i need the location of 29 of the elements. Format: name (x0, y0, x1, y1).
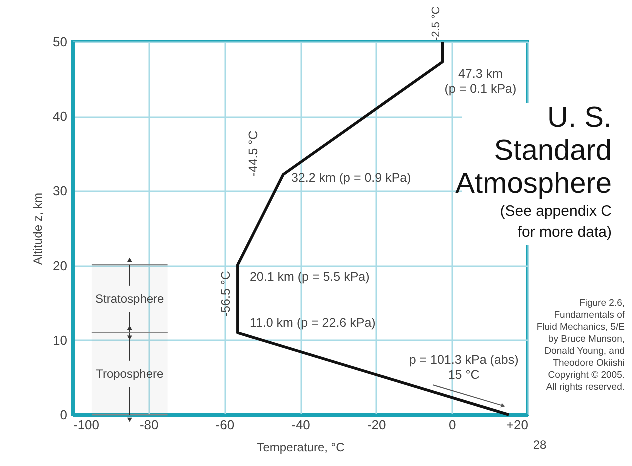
annotation: -2.5 °C (430, 6, 443, 41)
annotation: 47.3 km (p = 0.1 kPa) (444, 67, 517, 96)
caption: Figure 2.6, Fundamentals of Fluid Mechanics, 5/E by Bruce Munson, Donald Young, and Theodore Okiishi Copyright © 2005. All rights reserved. (536, 298, 626, 393)
text: 28 (533, 438, 547, 452)
y-tick-label: 50 (53, 34, 68, 50)
text: (See appendix C for more data) (500, 203, 612, 241)
x-axis-title: Temperature, °C (257, 440, 346, 454)
y-tick-label: 20 (53, 258, 68, 274)
y-tick-label: 0 (60, 408, 68, 422)
annotation: -56.5 °C (218, 271, 233, 318)
annotation: 11.0 km (p = 22.6 kPa) (250, 316, 376, 330)
annotation: 20.1 km (p = 5.5 kPa) (250, 270, 370, 284)
x-tick-label: -100 (74, 418, 100, 432)
band-label: Stratosphere (96, 292, 165, 306)
y-tick-label: 10 (53, 332, 68, 348)
x-tick-label: -20 (367, 418, 386, 432)
annotation: -44.5 °C (246, 130, 260, 177)
y-axis-title: Altitude z, km (31, 192, 46, 266)
y-tick-label: 30 (53, 184, 68, 199)
x-tick-label: -40 (292, 418, 310, 432)
annotation: 32.2 km (p = 0.9 kPa) (291, 170, 412, 185)
x-tick-label: -60 (216, 418, 235, 432)
x-tick-label: +20 (506, 418, 528, 432)
x-tick-label: -80 (140, 418, 159, 432)
annotation: p = 101.3 kPa (abs) 15 °C (409, 353, 519, 382)
x-tick-label: 0 (449, 418, 456, 432)
text: U. S. Standard Atmosphere (456, 102, 612, 200)
band-label: Troposphere (96, 366, 164, 381)
y-tick-label: 40 (53, 109, 68, 124)
